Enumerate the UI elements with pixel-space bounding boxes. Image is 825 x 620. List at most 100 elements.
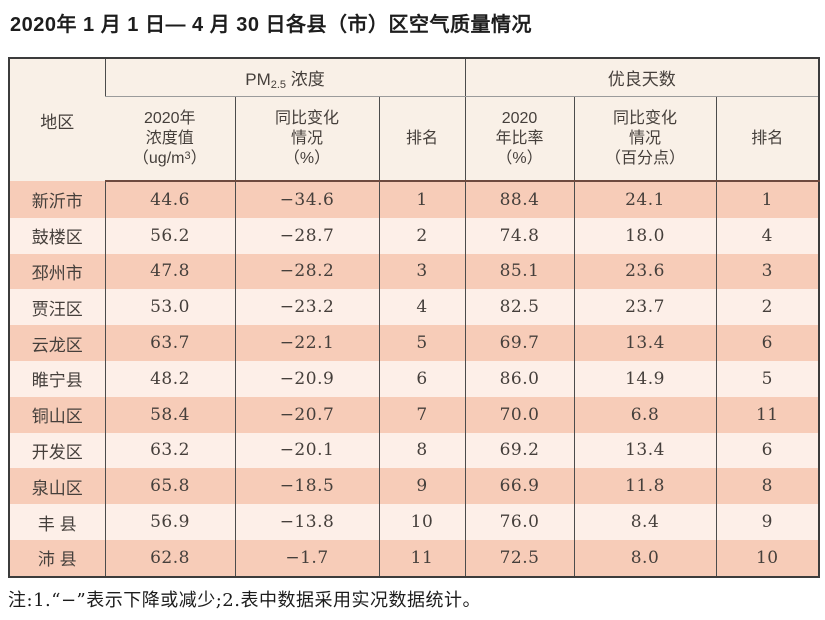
region-cell: 贾汪区 bbox=[9, 289, 105, 326]
table-row: 睢宁县 48.2 −20.9 6 86.0 14.9 5 bbox=[9, 360, 820, 397]
value-cell: 72.5 bbox=[464, 539, 574, 577]
table-row: 丰 县 56.9 −13.8 10 76.0 8.4 9 bbox=[9, 504, 820, 540]
value-cell: 4 bbox=[378, 289, 465, 326]
page-title: 2020年 1 月 1 日— 4 月 30 日各县（市）区空气质量情况 bbox=[10, 14, 533, 36]
value-cell: 11.8 bbox=[573, 468, 716, 505]
value-cell: 62.8 bbox=[104, 539, 235, 577]
value-cell: 18.0 bbox=[573, 217, 716, 254]
value-cell: 70.0 bbox=[464, 396, 574, 433]
table-row: 新沂市 44.6 −34.6 1 88.4 24.1 1 bbox=[9, 181, 820, 218]
value-cell: 13.4 bbox=[573, 432, 716, 469]
value-cell: −23.2 bbox=[234, 289, 379, 326]
value-cell: 8.4 bbox=[573, 504, 716, 540]
value-cell: 11 bbox=[378, 539, 465, 577]
value-cell: 10 bbox=[715, 539, 820, 577]
air-quality-table: 地区 PM2.5 浓度 优良天数 2020年 浓度值 （ug/m3） 同比变化 … bbox=[8, 57, 821, 578]
value-cell: 47.8 bbox=[104, 253, 235, 290]
region-cell: 泉山区 bbox=[9, 468, 105, 505]
value-cell: 5 bbox=[378, 325, 465, 361]
value-cell: −18.5 bbox=[234, 468, 379, 505]
value-cell: 5 bbox=[715, 360, 820, 397]
table-row: 鼓楼区 56.2 −28.7 2 74.8 18.0 4 bbox=[9, 217, 820, 254]
value-cell: 2 bbox=[715, 289, 820, 326]
sub-header-row: 2020年 浓度值 （ug/m3） 同比变化 情况 （%） 排名 2020 年比… bbox=[9, 96, 820, 182]
table-row: 贾汪区 53.0 −23.2 4 82.5 23.7 2 bbox=[9, 289, 820, 326]
value-cell: 23.6 bbox=[573, 253, 716, 290]
column-header-gd-ratio: 2020 年比率 （%） bbox=[464, 96, 574, 182]
group-header-pm25: PM2.5 浓度 bbox=[104, 58, 465, 97]
table-header: 地区 PM2.5 浓度 优良天数 2020年 浓度值 （ug/m3） 同比变化 … bbox=[9, 58, 820, 182]
value-cell: 56.2 bbox=[104, 217, 235, 254]
value-cell: 8.0 bbox=[573, 539, 716, 577]
region-cell: 丰 县 bbox=[9, 504, 105, 540]
value-cell: 66.9 bbox=[464, 468, 574, 505]
column-header-pm-value: 2020年 浓度值 （ug/m3） bbox=[105, 96, 235, 182]
column-header-region: 地区 bbox=[9, 58, 105, 181]
value-cell: 6 bbox=[715, 325, 820, 361]
value-cell: 88.4 bbox=[464, 181, 574, 218]
table-row: 沛 县 62.8 −1.7 11 72.5 8.0 10 bbox=[9, 539, 820, 577]
region-cell: 沛 县 bbox=[9, 539, 105, 577]
value-cell: 9 bbox=[715, 504, 820, 540]
value-cell: 1 bbox=[378, 181, 465, 218]
table-row: 开发区 63.2 −20.1 8 69.2 13.4 6 bbox=[9, 432, 820, 469]
column-header-gd-rank: 排名 bbox=[715, 96, 820, 182]
column-header-pm-change: 同比变化 情况 （%） bbox=[234, 96, 379, 182]
value-cell: 69.7 bbox=[464, 325, 574, 361]
column-header-gd-change: 同比变化 情况 （百分点） bbox=[573, 96, 716, 182]
table-row: 泉山区 65.8 −18.5 9 66.9 11.8 8 bbox=[9, 468, 820, 505]
region-cell: 云龙区 bbox=[9, 325, 105, 361]
region-cell: 新沂市 bbox=[9, 181, 105, 218]
value-cell: 7 bbox=[378, 396, 465, 433]
value-cell: 2 bbox=[378, 217, 465, 254]
value-cell: 53.0 bbox=[104, 289, 235, 326]
region-cell: 邳州市 bbox=[9, 253, 105, 290]
table-row: 云龙区 63.7 −22.1 5 69.7 13.4 6 bbox=[9, 325, 820, 361]
value-cell: 8 bbox=[378, 432, 465, 469]
value-cell: 11 bbox=[715, 396, 820, 433]
value-cell: 13.4 bbox=[573, 325, 716, 361]
table-row: 铜山区 58.4 −20.7 7 70.0 6.8 11 bbox=[9, 396, 820, 433]
value-cell: 9 bbox=[378, 468, 465, 505]
value-cell: −28.2 bbox=[234, 253, 379, 290]
value-cell: 85.1 bbox=[464, 253, 574, 290]
pm25-label: PM2.5 浓度 bbox=[245, 69, 325, 91]
value-cell: −20.7 bbox=[234, 396, 379, 433]
value-cell: −28.7 bbox=[234, 217, 379, 254]
value-cell: 3 bbox=[378, 253, 465, 290]
value-cell: 86.0 bbox=[464, 360, 574, 397]
value-cell: 44.6 bbox=[104, 181, 235, 218]
value-cell: −20.1 bbox=[234, 432, 379, 469]
value-cell: 3 bbox=[715, 253, 820, 290]
value-cell: −20.9 bbox=[234, 360, 379, 397]
value-cell: 8 bbox=[715, 468, 820, 505]
region-cell: 鼓楼区 bbox=[9, 217, 105, 254]
value-cell: 23.7 bbox=[573, 289, 716, 326]
value-cell: 24.1 bbox=[573, 181, 716, 218]
table-body: 新沂市 44.6 −34.6 1 88.4 24.1 1 鼓楼区 56.2 −28.7 2 74.8 1… bbox=[9, 181, 820, 577]
value-cell: −34.6 bbox=[234, 181, 379, 218]
value-cell: 63.7 bbox=[104, 325, 235, 361]
group-header-row: 地区 PM2.5 浓度 优良天数 bbox=[9, 58, 820, 181]
value-cell: 69.2 bbox=[464, 432, 574, 469]
region-cell: 开发区 bbox=[9, 432, 105, 469]
value-cell: 74.8 bbox=[464, 217, 574, 254]
footnote: 注:1.“−”表示下降或减少;2.表中数据采用实况数据统计。 bbox=[8, 590, 481, 611]
value-cell: 63.2 bbox=[104, 432, 235, 469]
value-cell: −13.8 bbox=[234, 504, 379, 540]
value-cell: 58.4 bbox=[104, 396, 235, 433]
value-cell: 14.9 bbox=[573, 360, 716, 397]
value-cell: 56.9 bbox=[104, 504, 235, 540]
value-cell: 6.8 bbox=[573, 396, 716, 433]
value-cell: −22.1 bbox=[234, 325, 379, 361]
table-row: 邳州市 47.8 −28.2 3 85.1 23.6 3 bbox=[9, 253, 820, 290]
value-cell: 1 bbox=[715, 181, 820, 218]
value-cell: 10 bbox=[378, 504, 465, 540]
value-cell: 6 bbox=[715, 432, 820, 469]
region-cell: 铜山区 bbox=[9, 396, 105, 433]
value-cell: 48.2 bbox=[104, 360, 235, 397]
value-cell: 82.5 bbox=[464, 289, 574, 326]
value-cell: 76.0 bbox=[464, 504, 574, 540]
value-cell: 65.8 bbox=[104, 468, 235, 505]
column-header-pm-rank: 排名 bbox=[378, 96, 465, 182]
